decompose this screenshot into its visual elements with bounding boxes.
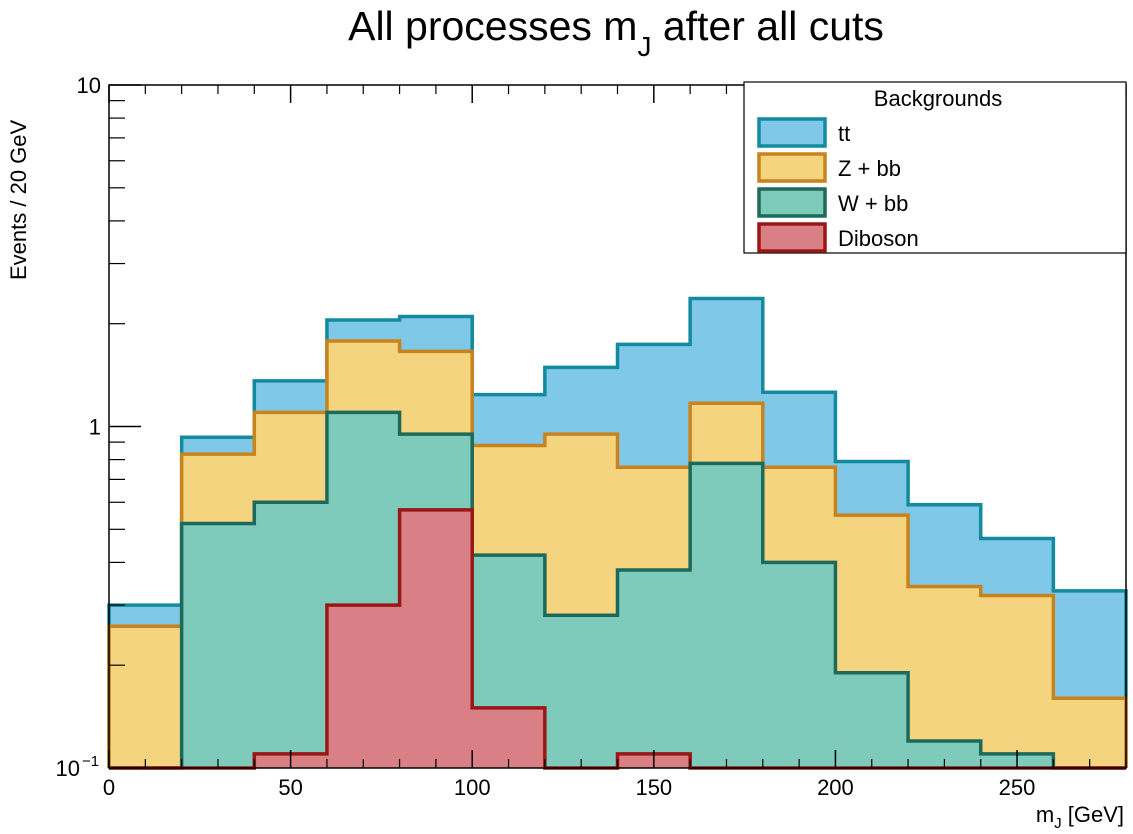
series-outline-0 [107, 296, 1128, 768]
x-tick-label: 50 [278, 775, 302, 800]
series-outline-2 [109, 410, 1126, 770]
x-tick-label: 0 [103, 775, 115, 800]
y-tick-label-exponent: −1 [82, 753, 99, 770]
legend-title: Backgrounds [874, 86, 1002, 111]
y-tick-label: 10 [77, 73, 101, 98]
legend-swatch-1 [757, 152, 827, 183]
chart-title-subscript: J [637, 31, 651, 62]
x-axis-label: mJ [GeV] [1036, 802, 1124, 832]
series-outline-1 [107, 339, 1128, 768]
legend-label-3: Diboson [838, 226, 919, 251]
x-tick-label: 200 [817, 775, 854, 800]
legend: Backgrounds tt Z + bb W + bb Diboson [743, 81, 1127, 254]
y-tick-label: 1 [89, 415, 101, 440]
legend-label-1: Z + bb [838, 156, 901, 181]
series-fill-3 [109, 509, 1126, 768]
y-axis-label: Events / 20 GeV [6, 119, 31, 280]
y-tick-label: 10 [56, 756, 80, 781]
legend-label-2: W + bb [838, 191, 908, 216]
histogram-layer [107, 296, 1128, 770]
legend-label-0: tt [838, 121, 850, 146]
legend-swatch-3 [757, 222, 827, 253]
x-tick-label: 150 [635, 775, 672, 800]
legend-items: tt Z + bb W + bb Diboson [757, 117, 919, 253]
legend-swatch-2 [757, 187, 827, 218]
x-tick-label: 100 [454, 775, 491, 800]
legend-swatch-0 [757, 117, 827, 148]
x-tick-label: 250 [999, 775, 1036, 800]
chart-title: All processes mJ after all cuts [348, 3, 884, 62]
